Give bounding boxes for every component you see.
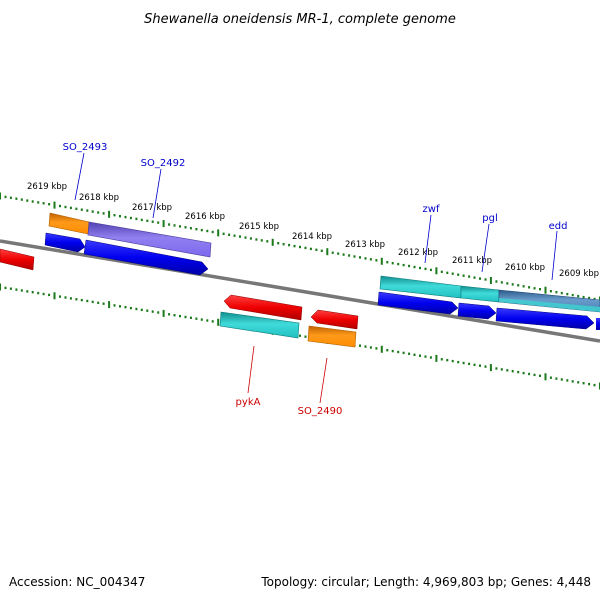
forward-feature-lane — [48, 212, 600, 313]
gene-so2493-box[interactable] — [48, 212, 90, 235]
leader-zwf — [424, 214, 432, 264]
gene-label-so2493[interactable]: SO_2493 — [63, 142, 108, 153]
outer-tick-track — [0, 192, 600, 304]
tick-label: 2610 kbp — [505, 263, 545, 273]
gene-so2492-box[interactable] — [87, 221, 212, 258]
accession-text: Accession: NC_004347 — [9, 575, 145, 589]
tick-label: 2609 kbp — [559, 269, 599, 279]
label-leaders — [74, 152, 558, 404]
map-title: Shewanella oneidensis MR-1, complete gen… — [144, 12, 456, 27]
gene-label-edd[interactable]: edd — [549, 221, 568, 232]
tick-label: 2619 kbp — [27, 182, 67, 192]
scale-labels: 2619 kbp 2618 kbp 2617 kbp 2616 kbp 2615… — [27, 182, 599, 279]
cds-arrow-so2490[interactable] — [310, 309, 359, 330]
genome-backbone — [0, 239, 600, 343]
leader-pgl — [481, 223, 490, 273]
tick-label: 2611 kbp — [452, 256, 492, 266]
cds-arrow-so2492[interactable] — [83, 239, 209, 276]
gene-so2490-box[interactable] — [307, 325, 357, 348]
gene-label-so2492[interactable]: SO_2492 — [141, 158, 186, 169]
leader-so2493 — [74, 152, 85, 201]
reverse-cds-lane — [0, 248, 359, 330]
cds-arrow-edge[interactable] — [596, 318, 600, 330]
tick-label: 2614 kbp — [292, 232, 332, 242]
cds-arrow-left-edge[interactable] — [0, 248, 35, 271]
cds-arrow-pyka[interactable] — [223, 294, 303, 321]
tick-label: 2617 kbp — [132, 203, 172, 213]
tick-label: 2615 kbp — [239, 222, 279, 232]
tick-label: 2616 kbp — [185, 212, 225, 222]
tick-label: 2618 kbp — [79, 193, 119, 203]
reverse-feature-lane — [219, 311, 357, 348]
tick-label: 2613 kbp — [345, 240, 385, 250]
cds-arrow-so2493[interactable] — [44, 232, 86, 253]
leader-so2490 — [319, 357, 328, 404]
leader-pyka — [247, 345, 255, 394]
gene-label-pyka[interactable]: pykA — [236, 397, 261, 408]
gene-pyka-box[interactable] — [219, 311, 300, 339]
gene-edd-cyan-strip — [499, 298, 600, 312]
leader-so2492 — [152, 168, 162, 219]
cds-arrow-zwf[interactable] — [377, 291, 459, 315]
gene-pgl-box[interactable] — [460, 285, 500, 303]
gene-label-zwf[interactable]: zwf — [423, 204, 440, 215]
inner-tick-track — [0, 283, 600, 390]
cds-arrow-edd[interactable] — [495, 307, 595, 330]
forward-cds-lane — [44, 232, 600, 330]
cds-arrow-pgl[interactable] — [457, 302, 497, 320]
gene-labels: SO_2493 SO_2492 zwf pgl edd pykA SO_2490 — [63, 142, 568, 417]
genome-summary-text: Topology: circular; Length: 4,969,803 bp… — [260, 575, 591, 589]
gene-label-pgl[interactable]: pgl — [482, 213, 497, 224]
tick-label: 2612 kbp — [398, 248, 438, 258]
leader-edd — [551, 230, 558, 281]
gene-label-so2490[interactable]: SO_2490 — [298, 406, 343, 417]
